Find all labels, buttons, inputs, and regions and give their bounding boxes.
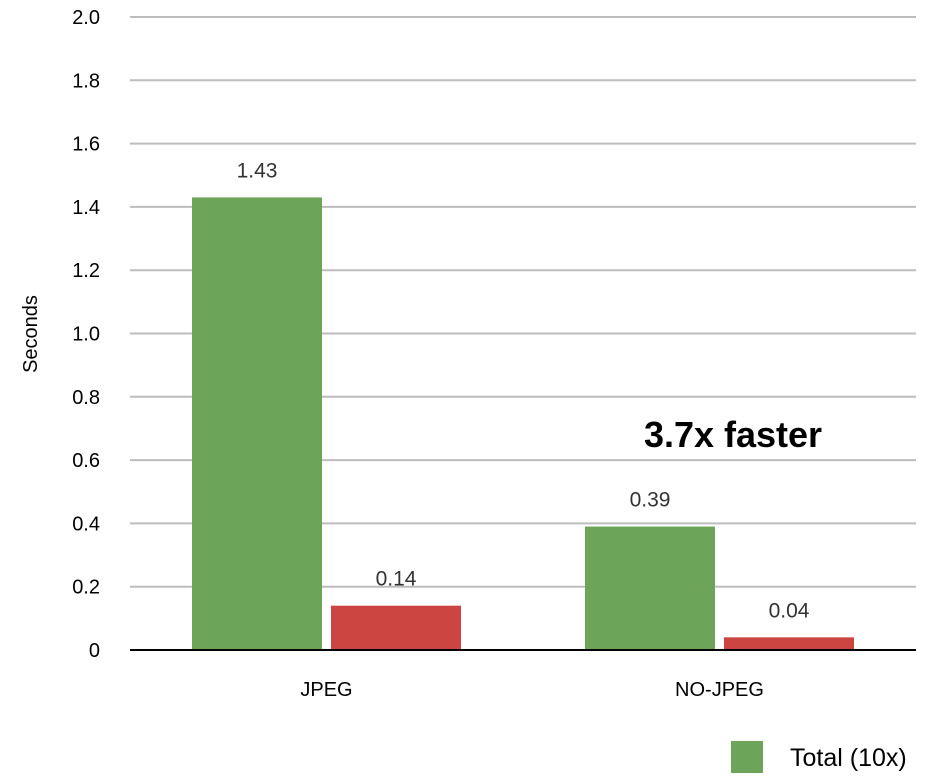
y-tick-label: 0 bbox=[89, 640, 100, 662]
y-tick-label: 1.8 bbox=[72, 70, 100, 92]
y-tick-label: 1.2 bbox=[72, 260, 100, 282]
y-axis-label: Seconds bbox=[20, 295, 42, 373]
y-tick-label: 0.4 bbox=[72, 513, 100, 535]
category-label: JPEG bbox=[300, 679, 352, 701]
y-tick-label: 2.0 bbox=[72, 7, 100, 29]
category-label: NO-JPEG bbox=[675, 679, 764, 701]
bar bbox=[331, 605, 461, 650]
bar bbox=[192, 197, 322, 650]
data-label: 0.04 bbox=[769, 599, 810, 622]
legend: Total (10x) bbox=[731, 741, 907, 773]
annotation-speedup: 3.7x faster bbox=[644, 414, 822, 455]
bar bbox=[585, 526, 715, 650]
data-label: 1.43 bbox=[237, 159, 278, 182]
data-label: 0.14 bbox=[376, 568, 417, 591]
y-tick-label: 1.0 bbox=[72, 324, 100, 346]
y-tick-label: 0.2 bbox=[72, 577, 100, 599]
category-labels: JPEG NO-JPEG bbox=[300, 679, 764, 701]
bar bbox=[724, 637, 854, 650]
legend-swatch bbox=[731, 741, 763, 773]
y-tick-label: 1.6 bbox=[72, 134, 100, 156]
bars bbox=[192, 197, 854, 650]
data-label: 0.39 bbox=[630, 489, 671, 512]
legend-label: Total (10x) bbox=[790, 744, 907, 772]
y-tick-label: 0.6 bbox=[72, 450, 100, 472]
data-labels: 1.43 0.14 0.39 0.04 bbox=[237, 159, 810, 622]
y-tick-labels: 0 0.2 0.4 0.6 0.8 1.0 1.2 1.4 1.6 1.8 2.0 bbox=[72, 7, 100, 662]
y-tick-label: 0.8 bbox=[72, 387, 100, 409]
y-tick-label: 1.4 bbox=[72, 197, 100, 219]
